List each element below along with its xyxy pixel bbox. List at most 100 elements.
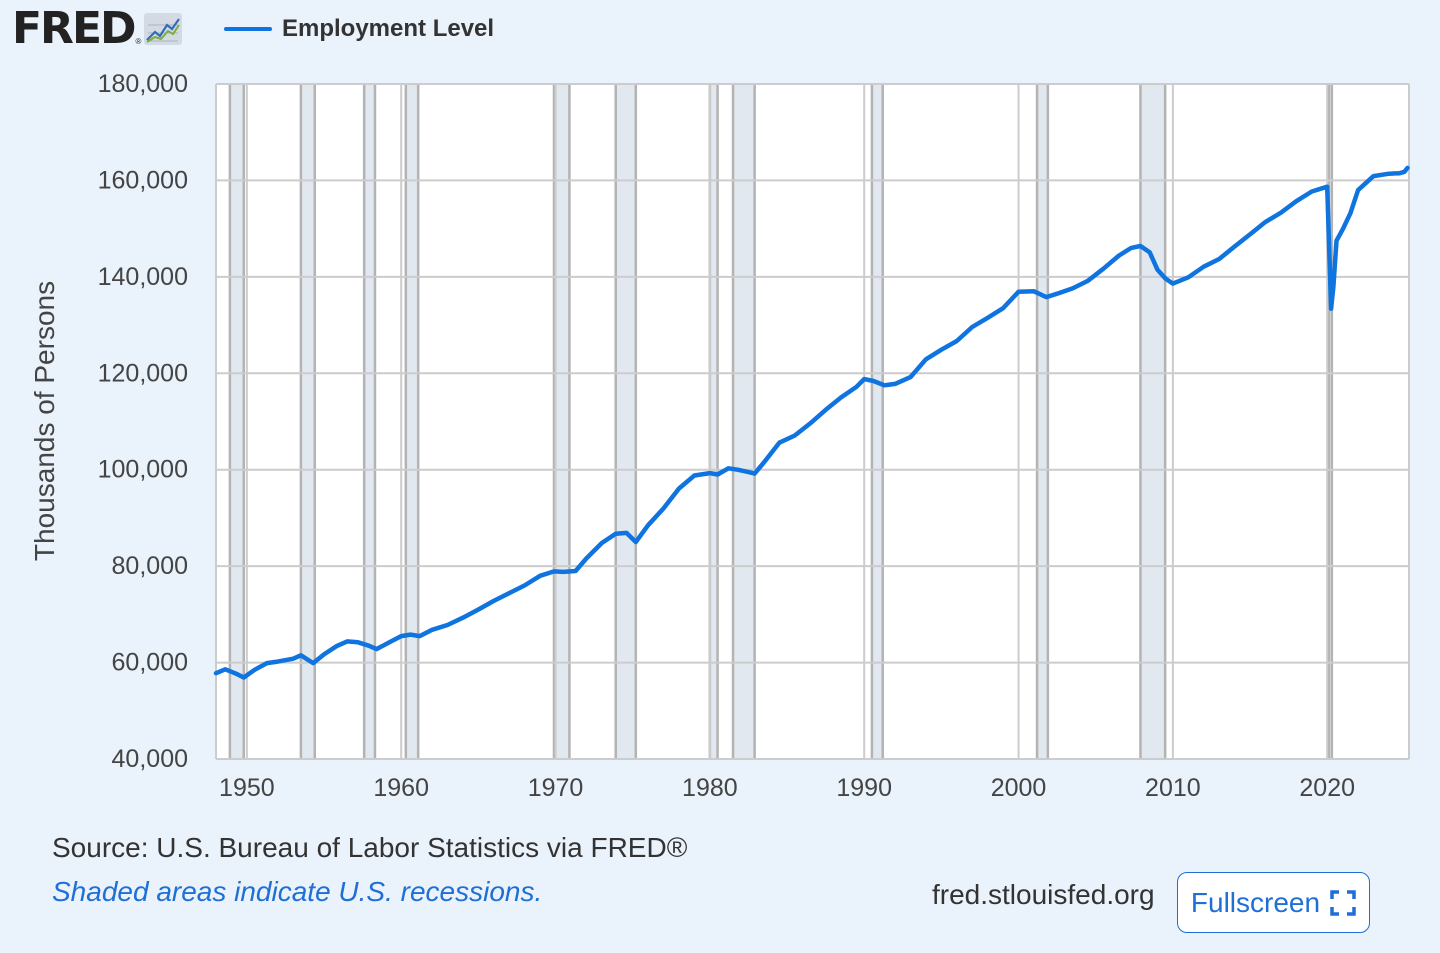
data-point <box>291 657 295 661</box>
y-tick-label: 140,000 <box>98 263 188 291</box>
data-point <box>476 608 480 612</box>
y-axis-ticks: 40,000 60,000 80,000 100,000 120,000 140,000 1… <box>98 70 188 773</box>
data-point <box>862 377 866 381</box>
data-point <box>418 634 422 638</box>
y-tick-label: 100,000 <box>98 456 188 484</box>
data-point <box>299 653 303 657</box>
fullscreen-label: Fullscreen <box>1190 886 1321 918</box>
logo-text: FRED <box>12 3 137 54</box>
recession-band-0 <box>229 84 244 759</box>
fred-logo[interactable]: FRED ® <box>12 6 183 52</box>
data-point <box>492 599 496 603</box>
recession-band-4 <box>553 84 570 759</box>
data-point <box>614 532 618 536</box>
chart-legend[interactable]: Employment Level <box>224 12 494 46</box>
x-tick-label: 1960 <box>373 774 429 802</box>
data-point <box>955 339 959 343</box>
data-point <box>882 383 886 387</box>
x-tick-label: 1950 <box>219 774 275 802</box>
data-point <box>311 661 315 665</box>
series-layer <box>213 165 1410 680</box>
data-point <box>1279 211 1283 215</box>
data-point <box>793 433 797 437</box>
data-point <box>909 375 913 379</box>
data-point <box>736 468 740 472</box>
data-point <box>1233 244 1237 248</box>
recession-band-2 <box>364 84 375 759</box>
data-point <box>854 385 858 389</box>
data-point <box>970 325 974 329</box>
legend-swatch <box>224 27 272 31</box>
data-point <box>1055 292 1059 296</box>
data-point <box>1138 244 1142 248</box>
data-point <box>1329 307 1333 311</box>
data-point <box>356 640 360 644</box>
fullscreen-button[interactable]: Fullscreen <box>1177 872 1370 933</box>
data-point <box>1186 275 1190 279</box>
recession-note[interactable]: Shaded areas indicate U.S. recessions. <box>52 876 543 907</box>
y-tick-label: 120,000 <box>98 359 188 387</box>
x-tick-label: 1970 <box>528 774 584 802</box>
data-point <box>538 574 542 578</box>
data-point <box>552 569 556 573</box>
data-point <box>574 569 578 573</box>
data-point <box>1372 174 1376 178</box>
recession-band-7 <box>733 84 755 759</box>
data-point <box>924 357 928 361</box>
data-point <box>367 644 371 648</box>
data-point <box>716 473 720 477</box>
fullscreen-icon <box>1330 889 1356 916</box>
x-tick-label: 2020 <box>1299 774 1355 802</box>
x-axis-ticks: 1950 1960 1970 1980 1990 2000 2010 2020 <box>219 774 1355 802</box>
data-point <box>1405 166 1409 170</box>
data-point <box>1171 282 1175 286</box>
data-point <box>625 531 629 535</box>
x-tick-label: 2010 <box>1145 774 1201 802</box>
recession-band-8 <box>871 84 883 759</box>
data-point <box>1348 211 1352 215</box>
data-point <box>986 316 990 320</box>
data-point <box>871 379 875 383</box>
data-point <box>265 661 269 665</box>
data-point <box>1248 232 1252 236</box>
data-point <box>1202 265 1206 269</box>
data-point <box>1294 199 1298 203</box>
data-point <box>753 472 757 476</box>
data-point <box>1356 188 1360 192</box>
data-point <box>1310 190 1314 194</box>
y-tick-label: 40,000 <box>112 745 188 773</box>
recession-band-6 <box>709 84 718 759</box>
y-axis-title: Thousands of Persons <box>29 281 60 561</box>
data-point <box>808 421 812 425</box>
data-point <box>388 640 392 644</box>
data-point <box>1217 257 1221 261</box>
data-point <box>726 466 730 470</box>
data-point <box>1163 276 1167 280</box>
data-point <box>762 460 766 464</box>
data-point <box>600 541 604 545</box>
data-point <box>1117 254 1121 258</box>
data-point <box>430 628 434 632</box>
data-point <box>1101 267 1105 271</box>
data-point <box>214 671 218 675</box>
data-point <box>939 348 943 352</box>
data-point <box>1044 295 1048 299</box>
data-point <box>746 470 750 474</box>
legend-label: Employment Level <box>282 15 495 42</box>
line-chart-icon <box>144 13 183 45</box>
site-link[interactable]: fred.stlouisfed.org <box>932 879 1155 910</box>
x-tick-label: 1980 <box>682 774 738 802</box>
data-point <box>523 583 527 587</box>
data-point <box>1001 306 1005 310</box>
recession-band-3 <box>405 84 419 759</box>
line-chart[interactable]: 40,000 60,000 80,000 100,000 120,000 140,000 1… <box>0 0 1440 830</box>
recession-band-1 <box>300 84 315 759</box>
data-point <box>1129 246 1133 250</box>
data-point <box>1155 268 1159 272</box>
data-point <box>708 471 712 475</box>
data-point <box>507 591 511 595</box>
y-tick-label: 80,000 <box>112 552 188 580</box>
data-point <box>646 523 650 527</box>
data-point <box>234 672 238 676</box>
data-point <box>777 441 781 445</box>
